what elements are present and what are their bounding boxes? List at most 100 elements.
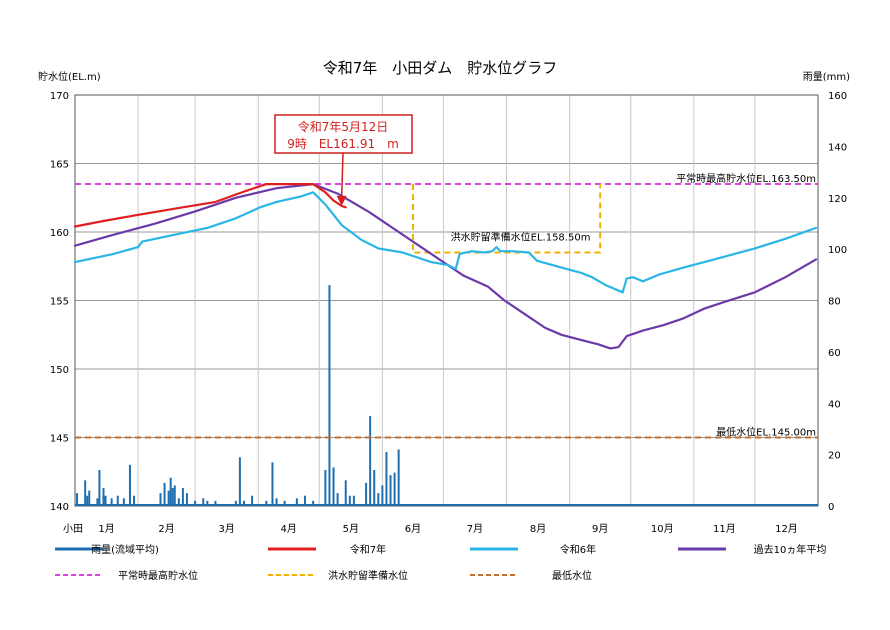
annotation-callout: 令和7年5月12日 9時 EL161.91 m: [274, 114, 413, 206]
ref-label-flood: 洪水貯留準備水位EL.158.50m: [451, 231, 591, 244]
rain-bar: [348, 495, 351, 506]
y-right-tick-label: 0: [828, 502, 834, 513]
rain-bar: [133, 495, 136, 506]
rain-bar: [344, 480, 347, 506]
rain-bar: [214, 500, 217, 506]
rain-bar: [171, 488, 174, 506]
legend-label: 最低水位: [552, 569, 592, 582]
y-left-tick-label: 165: [50, 160, 69, 171]
rain-bar: [185, 493, 188, 506]
series-avg-line: [73, 183, 818, 350]
rain-bar: [102, 488, 105, 506]
x-tick-label: 5月: [343, 523, 359, 535]
y-right-tick-label: 140: [828, 142, 847, 153]
rain-bar: [104, 495, 107, 506]
rain-bar: [173, 485, 176, 506]
chart-title: 令和7年 小田ダム 貯水位グラフ: [323, 59, 558, 77]
rain-bar: [283, 500, 286, 506]
callout-arrow: [340, 152, 344, 198]
rain-bar: [295, 498, 298, 506]
legend-label: 過去10ヵ年平均: [754, 543, 827, 556]
rain-bar: [98, 470, 101, 506]
x-tick-label: 7月: [467, 523, 483, 535]
rain-bar: [84, 480, 87, 506]
x-tick-label: 6月: [405, 523, 421, 535]
plot-area: [73, 94, 819, 507]
rain-bar: [159, 493, 162, 506]
x-tick-label: 9月: [592, 523, 608, 535]
y-right-tick-label: 60: [828, 348, 841, 359]
rain-bar: [393, 472, 396, 506]
x-tick-label: 3月: [218, 523, 234, 535]
rain-bar: [110, 498, 113, 506]
rain-bar: [242, 500, 245, 506]
rain-bar: [163, 482, 166, 506]
callout-box: [274, 114, 413, 154]
callout-level: 9時 EL161.91 m: [287, 137, 399, 151]
rain-bar: [365, 482, 368, 506]
rain-bar: [88, 490, 91, 506]
x-tick-label: 10月: [651, 523, 674, 535]
rain-bar: [336, 493, 339, 506]
x-axis-prefix: 小田: [63, 523, 83, 535]
rain-bar: [312, 500, 315, 506]
x-tick-label: 8月: [530, 523, 546, 535]
rain-bar: [265, 500, 268, 506]
rain-bar: [206, 500, 209, 506]
callout-date: 令和7年5月12日: [298, 119, 389, 134]
rain-bar: [275, 498, 278, 506]
rain-bar: [194, 500, 197, 506]
y-right-tick-label: 120: [828, 194, 847, 205]
rain-bar: [304, 495, 307, 506]
rain-bar: [96, 498, 99, 506]
y-left-tick-label: 145: [50, 434, 69, 445]
legend-label: 令和6年: [560, 543, 596, 556]
rain-bar: [332, 467, 335, 506]
legend-label: 令和7年: [350, 543, 386, 556]
rain-bar: [234, 500, 237, 506]
rain-bar: [352, 495, 355, 506]
rain-bar: [181, 488, 184, 506]
rain-bar: [167, 490, 170, 506]
y-axis-right-label: 雨量(mm): [803, 71, 850, 83]
y-right-tick-label: 80: [828, 297, 841, 308]
y-left-tick-label: 160: [50, 228, 69, 239]
rain-bar: [324, 470, 327, 506]
legend-label: 洪水貯留準備水位: [328, 569, 408, 582]
ref-line-flood: [411, 184, 602, 254]
x-tick-label: 12月: [775, 523, 798, 535]
y-right-tick-label: 40: [828, 399, 841, 410]
ref-label-min: 最低水位EL.145.00m: [716, 426, 816, 439]
rain-bar: [76, 493, 79, 506]
y-left-tick-label: 150: [50, 365, 69, 376]
legend-label: 雨量(流域平均): [91, 543, 159, 556]
rain-bar: [381, 485, 384, 506]
y-right-tick-label: 160: [828, 91, 847, 102]
rain-bar: [177, 498, 180, 506]
rain-bar: [86, 495, 89, 506]
rain-bar: [169, 477, 172, 506]
rain-bar: [373, 470, 376, 506]
rain-bar: [397, 449, 400, 506]
rain-bar: [389, 475, 392, 506]
rain-bar: [238, 457, 241, 506]
y-axis-left-label: 貯水位(EL.m): [38, 70, 101, 83]
rain-bar: [128, 464, 131, 506]
series-r6-line: [73, 191, 818, 294]
x-tick-label: 1月: [98, 523, 114, 535]
y-right-tick-label: 20: [828, 451, 841, 462]
series-r7-line: [73, 183, 347, 228]
rain-bar: [251, 495, 254, 506]
rain-bar: [271, 462, 274, 506]
callout-arrowhead: [336, 195, 347, 206]
x-tick-label: 2月: [158, 523, 174, 535]
rain-bar: [116, 495, 119, 506]
y-left-tick-label: 155: [50, 297, 69, 308]
x-tick-label: 11月: [713, 523, 736, 535]
rain-bar: [369, 416, 372, 506]
rain-bar: [202, 498, 205, 506]
y-left-tick-label: 170: [50, 91, 69, 102]
y-left-tick-label: 140: [50, 502, 69, 513]
